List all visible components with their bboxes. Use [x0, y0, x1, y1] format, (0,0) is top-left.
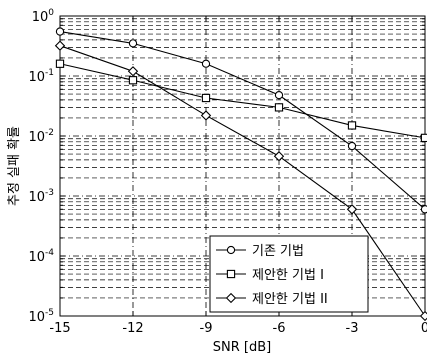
diamond-marker [346, 204, 358, 215]
x-tick-label: -3 [346, 321, 359, 336]
y-tick-label: 10-3 [28, 188, 54, 205]
square-marker [274, 103, 284, 112]
diamond-marker [419, 310, 427, 322]
legend-label: 제안한 기법 I [252, 268, 324, 283]
axes-frame [59, 15, 426, 317]
x-tick-label: -12 [122, 321, 143, 336]
circle-marker [201, 59, 211, 68]
series-line [59, 45, 426, 317]
series-line [59, 31, 426, 210]
circle-marker [55, 27, 65, 36]
x-tick-labels: -15 -12 -9 -6 -3 0 [49, 321, 427, 336]
y-tick-label: 10-5 [28, 308, 54, 325]
y-axis-label: 추정 실패 확률 [7, 126, 22, 206]
square-marker [128, 76, 138, 85]
x-tick-label: -6 [273, 321, 286, 336]
circle-marker [128, 39, 138, 48]
diamond-marker [54, 40, 66, 51]
square-marker [201, 93, 211, 103]
y-tick-label: 10-2 [28, 128, 54, 145]
y-tick-labels: 100 10-1 10-2 10-3 10-4 10-5 [28, 8, 54, 325]
legend-label: 기존 기법 [252, 244, 304, 259]
diamond-marker [127, 66, 139, 77]
circle-marker [274, 90, 284, 100]
circle-marker [420, 205, 427, 214]
y-tick-label: 10-1 [28, 68, 54, 85]
series [55, 59, 427, 143]
square-marker [347, 121, 357, 130]
series-line [59, 63, 426, 139]
square-marker [55, 59, 65, 68]
circle-marker [347, 141, 357, 151]
diamond-marker [273, 151, 285, 162]
series-layer [54, 27, 427, 322]
series [54, 40, 427, 322]
x-tick-label: 0 [421, 321, 427, 336]
y-tick-label: 100 [32, 8, 55, 25]
diamond-marker [200, 110, 212, 121]
x-tick-label: -9 [200, 321, 213, 336]
square-marker [226, 269, 236, 279]
diamond-marker [225, 292, 237, 304]
circle-marker [226, 245, 236, 255]
legend-label: 제안한 기법 II [252, 292, 328, 307]
series [55, 27, 427, 214]
x-axis-label: SNR [dB] [213, 340, 271, 355]
y-tick-label: 10-4 [28, 248, 54, 265]
x-tick-label: -15 [49, 321, 70, 336]
square-marker [420, 133, 427, 143]
